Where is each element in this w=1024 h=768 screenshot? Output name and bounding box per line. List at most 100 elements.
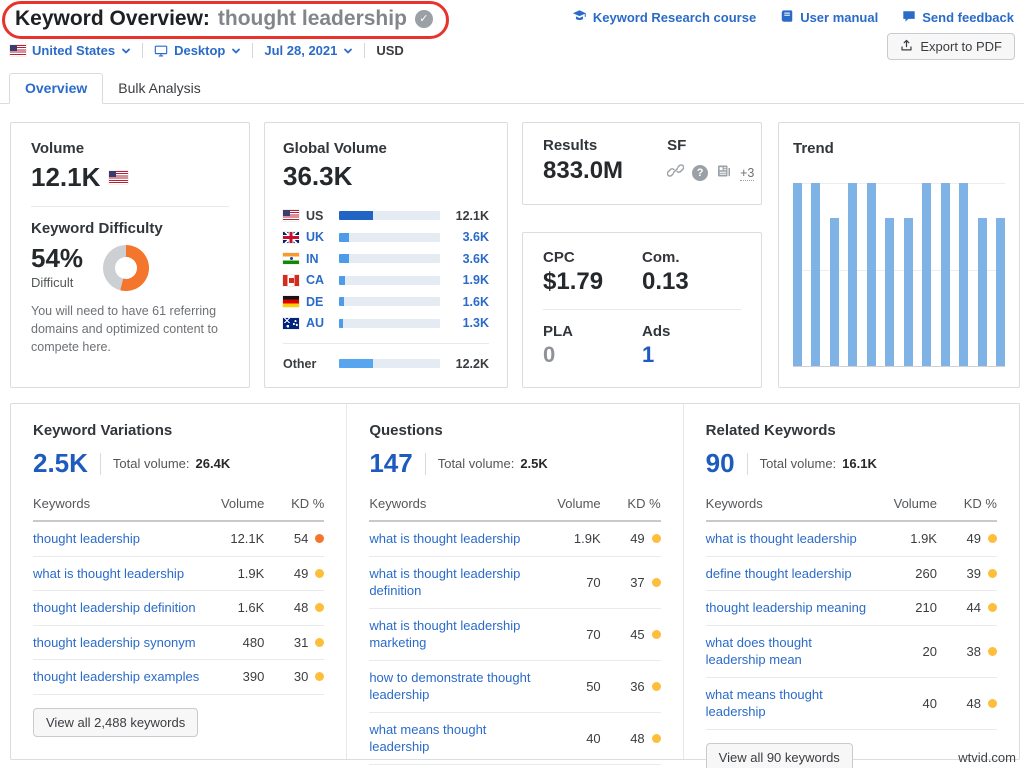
column-header-keywords: Keywords <box>705 496 763 511</box>
keyword-link[interactable]: what is thought leadership marketing <box>369 617 521 651</box>
date-filter[interactable]: Jul 28, 2021 <box>264 43 353 58</box>
volume-cell: 260 <box>915 565 937 581</box>
view-all-button[interactable]: View all 90 keywords <box>705 742 853 768</box>
header-link-label: Keyword Research course <box>592 9 757 25</box>
us-flag-icon <box>10 45 26 56</box>
country-label[interactable]: AU <box>306 316 325 331</box>
table-row: what means thought leadership 40 48 <box>705 678 997 730</box>
kd-value: 48 <box>630 730 645 746</box>
volume-cell: 70 <box>586 626 601 642</box>
keyword-link[interactable]: what means thought leadership <box>369 721 487 755</box>
check-circle-icon <box>414 10 433 28</box>
export-to-pdf-button[interactable]: Export to PDF <box>887 33 1015 60</box>
cpc-card: CPC $1.79 Com. 0.13 PLA 0 Ads 1 <box>522 232 762 388</box>
keyword-link[interactable]: thought leadership synonym <box>33 634 196 650</box>
kd-dot-yellow <box>987 698 997 708</box>
volume-cell: 480 <box>242 634 265 650</box>
kd-dot-yellow <box>987 603 997 613</box>
country-label[interactable]: DE <box>306 294 324 309</box>
trend-bar <box>977 217 987 366</box>
trend-bar <box>885 217 895 366</box>
sf-more-badge[interactable]: +3 <box>740 165 755 181</box>
country-volume-row: DE 1.6K <box>283 291 489 313</box>
table-header-row: Keywords Volume KD % <box>369 490 661 522</box>
divider <box>424 452 426 475</box>
country-label[interactable]: UK <box>306 230 325 245</box>
tabbar: Overview Bulk Analysis <box>0 73 1024 104</box>
trend-bar <box>793 183 802 366</box>
country-volume-bar <box>339 211 440 221</box>
country-volume-row: AU 1.3K <box>283 313 489 335</box>
keyword-link[interactable]: what is thought leadership definition <box>369 565 521 599</box>
header-link-send-feedback[interactable]: Send feedback <box>902 8 1014 26</box>
link-icon[interactable] <box>666 162 685 184</box>
tab-bulk-analysis[interactable]: Bulk Analysis <box>118 80 201 96</box>
kd-dot-yellow <box>315 603 325 613</box>
keyword-link[interactable]: what is thought leadership <box>705 531 857 546</box>
kd-label: Difficult <box>31 275 74 290</box>
table-count: 90 <box>705 448 735 478</box>
keyword-link[interactable]: define thought leadership <box>705 565 852 581</box>
question-circle-icon[interactable] <box>692 165 709 181</box>
column-header-kd: KD % <box>291 496 325 511</box>
keyword-link[interactable]: what is thought leadership <box>33 565 185 581</box>
kd-cell: 49 <box>272 566 325 581</box>
divider <box>252 43 254 58</box>
keyword-link[interactable]: thought leadership definition <box>33 600 196 616</box>
keyword-link[interactable]: what means thought leadership <box>705 686 823 720</box>
volume-cell: 210 <box>915 600 937 616</box>
keyword-table-questions: Questions 147 Total volume: 2.5K Keywords Vol… <box>346 404 682 765</box>
country-filter[interactable]: United States <box>10 43 131 58</box>
news-icon[interactable] <box>716 163 732 184</box>
header-link-user-manual[interactable]: User manual <box>780 8 878 26</box>
pla-label: PLA <box>543 323 573 340</box>
view-all-button[interactable]: View all 2,488 keywords <box>33 707 199 737</box>
divider <box>142 43 144 58</box>
kd-dot-yellow <box>651 577 661 587</box>
kd-dot-yellow <box>315 568 325 578</box>
keyword-link[interactable]: what is thought leadership <box>369 531 521 546</box>
pla-value: 0 <box>543 342 556 367</box>
country-volume-fill <box>339 211 374 221</box>
country-volume-list: US 12.1K UK 3.6K IN 3.6K CA 1.9K DE 1.6K AU 1.3K <box>283 205 489 334</box>
kd-cell: 30 <box>272 669 325 684</box>
trend-bar-chart <box>793 183 1005 367</box>
trend-bar <box>829 217 839 366</box>
book-icon <box>780 9 794 26</box>
table-stat: 2.5K Total volume: 26.4K <box>33 448 324 479</box>
monitor-icon <box>154 45 168 57</box>
kd-cell: 48 <box>945 696 997 711</box>
tab-overview[interactable]: Overview <box>9 73 104 104</box>
country-label[interactable]: CA <box>306 273 325 288</box>
divider <box>543 309 741 310</box>
au-flag-icon <box>283 317 299 329</box>
kd-cell: 38 <box>945 644 997 659</box>
country-volume-value: 3.6K <box>462 251 489 266</box>
competition-value: 0.13 <box>642 268 689 295</box>
volume-cell: 40 <box>922 695 937 711</box>
country-label: US <box>306 208 324 223</box>
header-link-keyword-research-course[interactable]: Keyword Research course <box>572 8 756 26</box>
red-annotation-oval: Keyword Overview: thought leadership <box>2 1 449 39</box>
device-filter[interactable]: Desktop <box>154 43 241 58</box>
page-title: Keyword Overview: thought leadership <box>15 7 433 31</box>
table-row: what is thought leadership 1.9K 49 <box>705 522 997 557</box>
kd-dot-yellow <box>987 534 997 544</box>
column-header-volume: Volume <box>220 496 265 511</box>
ads-label: Ads <box>642 323 671 340</box>
keyword-link[interactable]: what does thought leadership mean <box>705 634 812 668</box>
keyword-link[interactable]: thought leadership <box>33 531 140 546</box>
keyword-link[interactable]: thought leadership meaning <box>705 600 867 616</box>
country-volume-fill <box>339 297 345 307</box>
keyword-link[interactable]: thought leadership examples <box>33 669 200 685</box>
global-volume-value: 36.3K <box>283 161 353 191</box>
total-volume-value: 26.4K <box>195 456 231 471</box>
kd-dot-yellow <box>651 534 661 544</box>
kd-value: 45 <box>630 626 645 642</box>
table-stat: 90 Total volume: 16.1K <box>706 448 997 479</box>
trend-bar <box>959 183 969 366</box>
keyword-link[interactable]: how to demonstrate thought leadership <box>369 669 531 703</box>
country-label[interactable]: IN <box>306 251 319 266</box>
volume-cell: 40 <box>586 730 601 746</box>
kd-description: You will need to have 61 referring domai… <box>31 304 218 354</box>
